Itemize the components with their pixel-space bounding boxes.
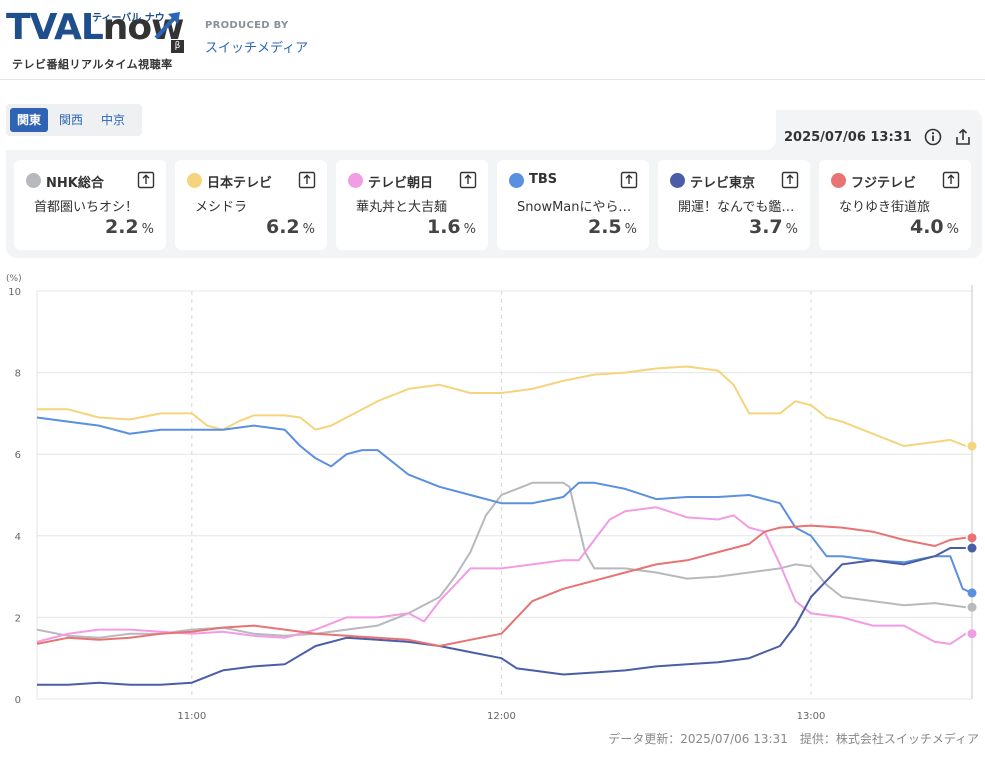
logo-subtitle: テレビ番組リアルタイム視聴率 <box>12 58 173 71</box>
series-line <box>37 365 967 447</box>
y-tick-label: 0 <box>15 695 21 706</box>
share-icon[interactable] <box>619 170 639 190</box>
series-end-point <box>967 533 977 543</box>
current-datetime: 2025/07/06 13:31 <box>784 129 912 145</box>
channel-color-dot <box>187 173 202 188</box>
channel-card[interactable]: 日本テレビメシドラ 6.2% <box>175 160 327 250</box>
channel-name: テレビ朝日 <box>368 176 434 191</box>
rating-value: 4.0% <box>909 216 959 238</box>
x-tick-label: 13:00 <box>797 711 826 722</box>
program-title: 首都圏いちオシ！ <box>34 200 139 215</box>
program-title: なりゆき街道旅 <box>839 200 931 215</box>
produced-by-label: PRODUCED BY <box>205 20 289 31</box>
rating-value: 1.6% <box>426 216 476 238</box>
channel-card[interactable]: テレビ東京開運！なんでも鑑定団 3.7% <box>658 160 810 250</box>
share-icon[interactable] <box>941 170 961 190</box>
update-time-box: 2025/07/06 13:31 <box>784 120 972 154</box>
y-tick-label: 6 <box>15 450 21 461</box>
rating-value: 6.2% <box>265 216 315 238</box>
channel-color-dot <box>509 173 524 188</box>
y-tick-label: 10 <box>8 287 21 298</box>
tab-kanto[interactable]: 関東 <box>10 108 49 132</box>
channel-card[interactable]: テレビ朝日華丸丼と大吉麺 1.6% <box>336 160 488 250</box>
channel-card[interactable]: TBS SnowManにやらせてください2.5% <box>497 160 649 250</box>
series-line <box>36 506 967 645</box>
channel-name: フジテレビ <box>851 176 917 191</box>
producer-link[interactable]: スイッチメディア <box>205 41 309 56</box>
region-tabs: 関東 関西 中京 <box>6 104 142 136</box>
share-icon[interactable] <box>297 170 317 190</box>
info-icon[interactable] <box>924 128 942 146</box>
logo-kana: ティーバル ナウ <box>92 13 165 24</box>
beta-badge: β <box>171 40 184 53</box>
program-title: 開運！なんでも鑑定団 <box>678 200 804 215</box>
x-tick-label: 11:00 <box>177 711 206 722</box>
program-title: メシドラ <box>195 200 248 215</box>
x-tick-label: 12:00 <box>487 711 516 722</box>
data-footer: データ更新：2025/07/06 13:31 提供：株式会社スイッチメディア <box>608 732 979 746</box>
ratings-line-chart: 0 2 4 6 8 10 (%) 11:00 12:00 13:00 <box>6 274 977 722</box>
series-end-point <box>967 629 977 639</box>
channel-color-dot <box>831 173 846 188</box>
channel-color-dot <box>26 173 41 188</box>
tvalnow-logo[interactable]: TVALnow ティーバル ナウ β テレビ番組リアルタイム視聴率 <box>6 6 186 72</box>
channel-color-dot <box>670 173 685 188</box>
tab-kansai[interactable]: 関西 <box>59 113 84 127</box>
tab-chukyo[interactable]: 中京 <box>101 113 126 127</box>
channel-name: TBS <box>529 172 558 187</box>
rising-arrow-icon <box>154 12 180 40</box>
program-title: 華丸丼と大吉麺 <box>356 200 448 215</box>
rating-value: 2.5% <box>587 216 637 238</box>
y-tick-label: 2 <box>15 613 21 624</box>
channel-card[interactable]: NHK総合首都圏いちオシ！ 2.2% <box>14 160 166 250</box>
program-title: SnowManにやらせてください <box>517 200 643 215</box>
share-icon[interactable] <box>954 128 972 146</box>
share-icon[interactable] <box>136 170 156 190</box>
y-tick-label: 8 <box>15 369 21 380</box>
y-axis-label: (%) <box>6 274 22 284</box>
channel-name: テレビ東京 <box>690 176 756 191</box>
channel-card[interactable]: フジテレビなりゆき街道旅 4.0% <box>819 160 971 250</box>
channel-name: NHK総合 <box>46 176 104 191</box>
y-tick-label: 4 <box>15 532 21 543</box>
series-end-point <box>967 588 977 598</box>
channel-color-dot <box>348 173 363 188</box>
channel-name: 日本テレビ <box>207 176 273 191</box>
channel-cards: NHK総合首都圏いちオシ！ 2.2% 日本テレビメシドラ 6.2% テレビ朝日華丸丼と大… <box>14 160 971 250</box>
share-icon[interactable] <box>780 170 800 190</box>
series-end-point <box>967 441 977 451</box>
share-icon[interactable] <box>458 170 478 190</box>
series-end-point <box>967 543 977 553</box>
app-header: TVALnow ティーバル ナウ β テレビ番組リアルタイム視聴率 PRODUC… <box>0 0 985 80</box>
series-line <box>36 416 973 594</box>
rating-value: 2.2% <box>104 216 154 238</box>
series-end-point <box>967 602 977 612</box>
series-line <box>37 547 966 686</box>
rating-value: 3.7% <box>748 216 798 238</box>
series-line <box>36 524 966 647</box>
